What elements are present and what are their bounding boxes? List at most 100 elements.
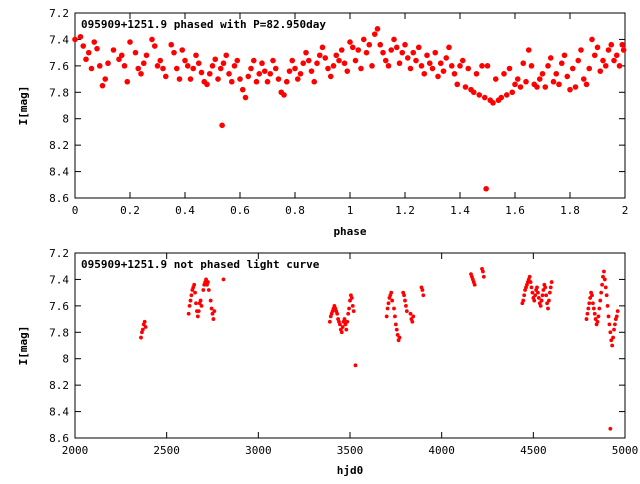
data-point [369, 63, 375, 69]
data-point [289, 57, 296, 64]
data-point [327, 319, 332, 324]
data-point [176, 76, 183, 82]
data-point [261, 68, 268, 74]
y-tick-label: 8.6 [49, 432, 69, 445]
y-tick-label: 8.2 [49, 139, 69, 152]
data-point [534, 84, 540, 90]
data-point [522, 293, 527, 298]
data-point [351, 309, 356, 314]
chart-title: 095909+1251.9 phased with P=82.950day [81, 18, 326, 31]
y-tick-label: 7.2 [49, 7, 69, 20]
data-point [154, 63, 161, 69]
x-tick-label: 2500 [153, 444, 180, 457]
data-point [139, 335, 143, 340]
data-point [600, 282, 604, 287]
data-point [586, 65, 593, 72]
data-point [355, 47, 362, 53]
data-point [521, 298, 526, 303]
data-point [344, 327, 349, 332]
data-point [533, 293, 538, 298]
data-point [607, 322, 612, 327]
data-point [459, 57, 466, 64]
data-point [385, 63, 392, 69]
data-point [528, 280, 533, 284]
data-point [481, 94, 488, 101]
data-point [212, 56, 219, 63]
data-point [411, 314, 416, 319]
data-point [308, 68, 315, 74]
data-point [142, 319, 147, 324]
data-point [193, 52, 199, 59]
data-point [199, 303, 204, 308]
x-tick-label: 0.4 [175, 204, 195, 217]
data-point [382, 57, 389, 64]
y-axis-label: I[mag] [17, 326, 30, 366]
unphased-light-curve-panel: 2000 2500 3000 3500 4000 4500 5000 7.2 7.4 7.6 7.8… [17, 247, 638, 477]
data-point [105, 60, 111, 67]
data-point [219, 122, 225, 129]
data-point [135, 65, 142, 72]
data-point [267, 70, 274, 77]
data-point [385, 306, 390, 311]
data-point [206, 280, 210, 284]
data-point [391, 36, 397, 43]
data-point [124, 78, 131, 85]
data-point [437, 60, 444, 67]
data-point [619, 41, 626, 48]
data-point [407, 65, 414, 72]
data-point [492, 76, 499, 82]
data-point [536, 290, 540, 295]
data-point [612, 327, 616, 332]
data-point [578, 47, 584, 53]
y-tick-label: 8 [62, 113, 69, 126]
data-point [195, 60, 202, 67]
data-point [602, 277, 607, 282]
x-axis-label: hjd0 [337, 464, 364, 477]
data-point [85, 49, 92, 56]
data-point [490, 100, 496, 106]
data-point [536, 296, 541, 300]
data-point [421, 70, 428, 77]
data-point [179, 47, 186, 53]
data-point [220, 60, 227, 67]
data-point [446, 44, 452, 51]
data-point [208, 298, 213, 303]
data-point [569, 65, 576, 72]
data-point [91, 39, 98, 45]
data-point [454, 81, 461, 88]
data-point [388, 47, 395, 53]
data-point [514, 76, 521, 82]
data-point [206, 288, 211, 292]
data-point [242, 94, 249, 101]
data-point [371, 31, 378, 37]
data-point [198, 298, 203, 303]
data-point [542, 84, 549, 90]
x-tick-label: 0.8 [285, 204, 305, 217]
x-tick-label: 1.4 [450, 204, 470, 217]
data-point [546, 306, 550, 311]
data-point [348, 298, 352, 303]
data-point [88, 65, 95, 72]
data-point [390, 298, 395, 303]
data-point [591, 306, 596, 311]
data-point [547, 298, 551, 303]
data-point [598, 298, 603, 303]
data-point [429, 65, 436, 72]
data-point [561, 52, 568, 59]
data-point [608, 41, 615, 48]
y-tick-label: 8 [62, 353, 69, 366]
plot-frame [74, 252, 626, 439]
data-point [322, 55, 329, 61]
data-point [620, 47, 627, 53]
data-point [264, 78, 271, 85]
data-point [602, 269, 606, 274]
data-point [237, 76, 243, 82]
data-point [509, 89, 516, 96]
data-point [586, 306, 591, 311]
data-point [498, 94, 505, 101]
data-point [410, 319, 415, 324]
data-point [549, 280, 554, 284]
data-point [613, 52, 620, 59]
data-point [294, 76, 301, 82]
data-point [421, 293, 426, 298]
